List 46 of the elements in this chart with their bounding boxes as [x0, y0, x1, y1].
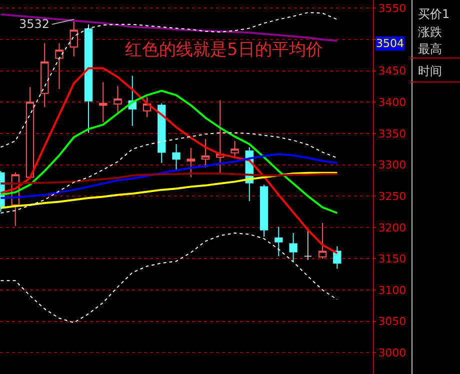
- candlestick: [55, 42, 64, 90]
- text: 最高: [418, 42, 442, 56]
- y-tick-label: 3050: [378, 315, 406, 328]
- annotation: 3532: [19, 17, 50, 31]
- y-tick-label: 3450: [378, 64, 406, 78]
- line-series: [0, 13, 338, 42]
- text: 3504: [376, 37, 404, 50]
- candlestick: [289, 232, 298, 262]
- y-tick-label: 3250: [378, 190, 406, 203]
- candlestick: [70, 18, 78, 57]
- candlestick: [40, 42, 49, 108]
- candlestick: [260, 184, 268, 238]
- candlestick: [318, 222, 327, 260]
- y-tick-label: 3200: [378, 221, 406, 234]
- line-series: [0, 132, 338, 214]
- candlestick: [216, 100, 224, 174]
- y-tick-label: 3100: [378, 284, 406, 297]
- candlestick: [158, 102, 166, 164]
- candlestick: [26, 86, 34, 178]
- line-series: [0, 90, 338, 214]
- candlestick: [99, 82, 108, 123]
- candlestick: [230, 140, 239, 159]
- y-tick-label: 3400: [378, 96, 406, 109]
- y-tick-label: 3000: [378, 346, 406, 360]
- candlestick: [172, 144, 180, 170]
- line-series: [0, 232, 338, 324]
- line-series: [0, 12, 338, 148]
- candlestick: [333, 246, 342, 270]
- text: 时间: [418, 64, 442, 78]
- candlestick: [84, 24, 93, 134]
- candlestick: [201, 138, 210, 168]
- y-tick-label: 3300: [378, 158, 406, 172]
- annotation: 红色的线就是5日的平均价: [125, 40, 323, 60]
- candlestick: [186, 147, 195, 178]
- y-tick-label: 3550: [378, 2, 406, 15]
- text: 涨跌: [418, 25, 442, 39]
- text: 买价1: [418, 7, 450, 21]
- y-tick-label: 3150: [378, 252, 406, 266]
- candlestick: [114, 85, 122, 114]
- candlestick: [304, 229, 312, 260]
- line-series: [0, 153, 338, 199]
- line-series: [0, 172, 338, 209]
- line-series: [0, 172, 338, 185]
- candlestick: [274, 226, 283, 257]
- line-series: [0, 67, 338, 254]
- y-tick-label: 3350: [378, 127, 406, 140]
